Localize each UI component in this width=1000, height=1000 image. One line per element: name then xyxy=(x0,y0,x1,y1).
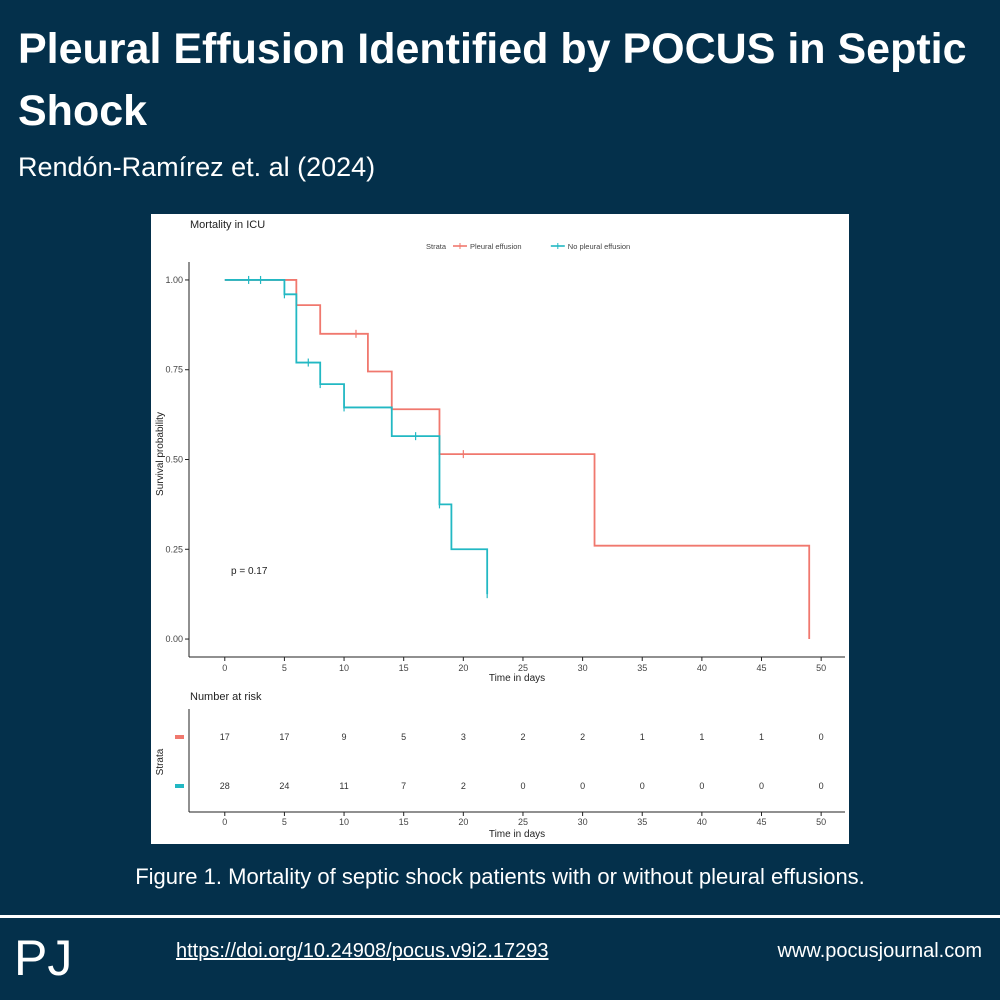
citation: Rendón-Ramírez et. al (2024) xyxy=(18,152,376,182)
risk-count-cell: 0 xyxy=(699,781,704,791)
risk-count-cell: 17 xyxy=(220,732,230,742)
risk-count-cell: 2 xyxy=(580,732,585,742)
x-tick-label: 25 xyxy=(518,663,528,673)
p-value-annotation: p = 0.17 xyxy=(231,566,268,577)
journal-logo: PJ xyxy=(14,930,73,986)
risk-count-cell: 0 xyxy=(640,781,645,791)
risk-x-tick-label: 10 xyxy=(339,817,349,827)
risk-count-cell: 9 xyxy=(342,732,347,742)
risk-table-title: Number at risk xyxy=(190,691,262,703)
x-tick-label: 50 xyxy=(816,663,826,673)
x-tick-label: 40 xyxy=(697,663,707,673)
risk-table-y-label: Strata xyxy=(155,748,166,775)
risk-strata-swatch xyxy=(175,784,184,788)
km-curve-series-1 xyxy=(224,279,811,640)
risk-count-cell: 11 xyxy=(339,781,348,791)
risk-x-tick-label: 5 xyxy=(282,817,287,827)
risk-x-tick-label: 40 xyxy=(697,817,707,827)
risk-count-cell: 0 xyxy=(520,781,525,791)
legend: Strata Pleural effusion No pleural effusio… xyxy=(426,242,630,251)
x-axis-label: Time in days xyxy=(489,673,545,684)
y-tick-label: 0.50 xyxy=(165,455,183,465)
risk-x-tick-label: 30 xyxy=(578,817,588,827)
y-axis-label: Survival probability xyxy=(155,412,166,496)
risk-x-tick-label: 20 xyxy=(458,817,468,827)
risk-count-cell: 2 xyxy=(520,732,525,742)
legend-entry: Pleural effusion xyxy=(470,242,522,251)
risk-count-cell: 3 xyxy=(461,732,466,742)
x-tick-label: 0 xyxy=(222,663,227,673)
risk-strata-swatch xyxy=(175,735,184,739)
x-tick-label: 35 xyxy=(637,663,647,673)
risk-count-cell: 24 xyxy=(279,781,289,791)
y-tick-label: 0.25 xyxy=(165,544,183,554)
doi-link[interactable]: https://doi.org/10.24908/pocus.v9i2.1729… xyxy=(176,940,549,962)
legend-entry: No pleural effusion xyxy=(568,242,630,251)
x-tick-label: 10 xyxy=(339,663,349,673)
km-figure: Mortality in ICU Strata Pleural effusion N… xyxy=(151,214,849,844)
x-tick-label: 20 xyxy=(458,663,468,673)
risk-x-tick-label: 50 xyxy=(816,817,826,827)
risk-count-cell: 7 xyxy=(401,781,406,791)
risk-count-cell: 2 xyxy=(461,781,466,791)
risk-count-cell: 0 xyxy=(759,781,764,791)
risk-x-tick-label: 25 xyxy=(518,817,528,827)
risk-x-tick-label: 45 xyxy=(757,817,767,827)
risk-x-tick-label: 35 xyxy=(637,817,647,827)
risk-count-cell: 1 xyxy=(640,732,645,742)
km-curve-series-2 xyxy=(224,279,489,595)
figure-caption: Figure 1. Mortality of septic shock pati… xyxy=(135,864,865,889)
risk-count-cell: 0 xyxy=(580,781,585,791)
journal-website: www.pocusjournal.com xyxy=(777,940,982,962)
risk-count-cell: 1 xyxy=(759,732,764,742)
x-tick-label: 30 xyxy=(578,663,588,673)
x-tick-label: 45 xyxy=(757,663,767,673)
km-chart: Mortality in ICU Strata Pleural effusion N… xyxy=(155,219,845,840)
km-plot-area: 0 5 10 15 20 25 30 35 40 45 50 0.00 0.25 0.50 0.75 1.00 xyxy=(165,262,845,673)
legend-title: Strata xyxy=(426,242,447,251)
footer-divider xyxy=(0,915,1000,918)
y-tick-label: 1.00 xyxy=(165,275,183,285)
risk-count-cell: 17 xyxy=(279,732,289,742)
y-tick-label: 0.75 xyxy=(165,365,183,375)
chart-title: Mortality in ICU xyxy=(190,219,265,231)
page-title: Pleural Effusion Identified by POCUS in … xyxy=(18,25,967,135)
risk-x-tick-label: 0 xyxy=(222,817,227,827)
risk-table-x-label: Time in days xyxy=(489,829,545,840)
x-tick-label: 5 xyxy=(282,663,287,673)
y-tick-label: 0.00 xyxy=(165,634,183,644)
risk-count-cell: 28 xyxy=(220,781,230,791)
risk-count-cell: 1 xyxy=(699,732,704,742)
x-tick-label: 15 xyxy=(399,663,409,673)
risk-count-cell: 0 xyxy=(819,781,824,791)
risk-count-cell: 5 xyxy=(401,732,406,742)
risk-x-tick-label: 15 xyxy=(399,817,409,827)
risk-count-cell: 0 xyxy=(819,732,824,742)
